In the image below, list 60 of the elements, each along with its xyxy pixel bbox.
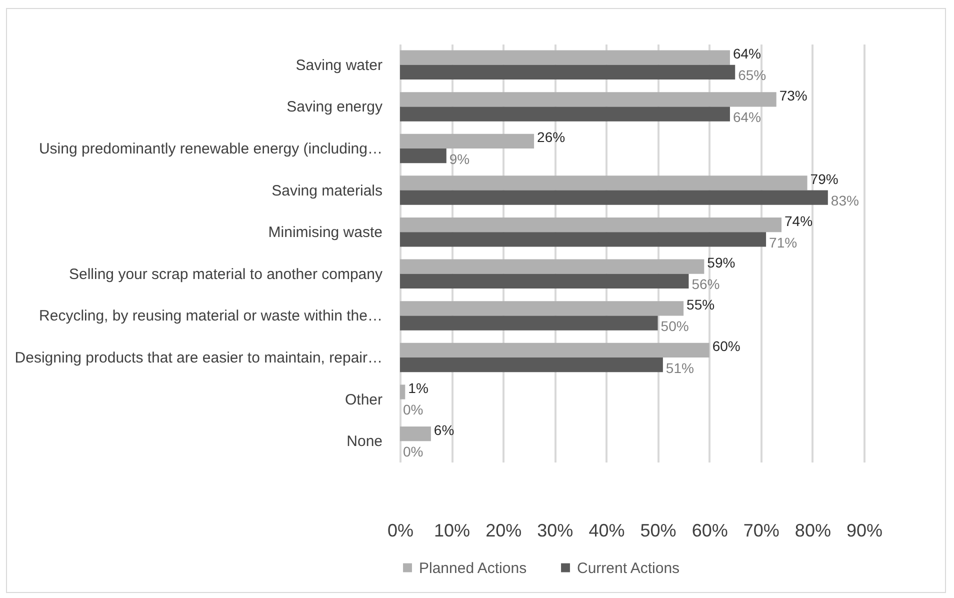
data-label: 64% (732, 46, 761, 62)
data-label: 59% (707, 254, 736, 271)
data-label: 79% (810, 170, 838, 187)
y-tick-label: Other (344, 391, 383, 408)
data-label: 60% (712, 338, 740, 354)
bar (400, 274, 689, 289)
x-tick-label: 80% (794, 520, 831, 540)
legend-label: Current Actions (577, 560, 680, 577)
x-tick-label: 90% (846, 520, 883, 540)
data-label: 64% (732, 109, 761, 126)
bar (400, 148, 446, 164)
x-tick-label: 50% (640, 520, 676, 540)
bar (400, 316, 658, 330)
bar (400, 259, 704, 274)
bar (400, 106, 730, 122)
x-tick-label: 30% (537, 520, 574, 540)
y-tick-label: Using predominantly renewable energy (including… (38, 140, 382, 158)
bar (400, 134, 534, 148)
data-label: 74% (784, 212, 813, 229)
data-label: 73% (779, 87, 808, 104)
x-tick-label: 0% (387, 520, 414, 540)
bar (400, 342, 710, 358)
data-label: 1% (408, 380, 428, 396)
x-tick-label: 40% (588, 520, 625, 540)
data-label: 26% (537, 129, 566, 146)
y-tick-label: Saving energy (286, 98, 383, 116)
data-label: 9% (449, 150, 470, 167)
y-tick-label: Selling your scrap material to another company (69, 266, 383, 283)
bar (400, 232, 766, 247)
x-tick-label: 70% (743, 520, 780, 540)
data-label: 0% (403, 443, 424, 460)
data-label: 55% (686, 296, 715, 312)
data-label: 51% (666, 360, 694, 376)
y-tick-label: Saving water (296, 56, 382, 74)
bar (400, 426, 431, 442)
bar (400, 92, 776, 107)
y-tick-label: None (346, 433, 382, 450)
bar (400, 384, 406, 400)
bar (400, 301, 684, 316)
x-tick-label: 60% (692, 520, 728, 540)
x-tick-label: 20% (486, 520, 522, 540)
data-label: 50% (660, 318, 689, 334)
data-label: 6% (434, 422, 454, 438)
bar (400, 50, 730, 65)
data-label: 0% (403, 402, 424, 418)
y-tick-label: Minimising waste (268, 224, 382, 242)
data-label: 65% (738, 67, 766, 84)
data-label: 56% (692, 276, 720, 292)
bar (400, 190, 828, 205)
y-tick-label: Saving materials (272, 182, 382, 200)
bar (400, 176, 808, 190)
y-tick-label: Designing products that are easier to maintain, repair… (14, 350, 382, 366)
data-label: 71% (769, 234, 798, 250)
y-tick-label: Recycling, by reusing material or waste within the… (39, 308, 382, 325)
data-label: 83% (830, 192, 859, 209)
bar (400, 64, 736, 80)
bar (400, 217, 782, 232)
bar (400, 358, 663, 372)
x-tick-label: 10% (434, 520, 470, 540)
legend-label: Planned Actions (419, 560, 527, 577)
